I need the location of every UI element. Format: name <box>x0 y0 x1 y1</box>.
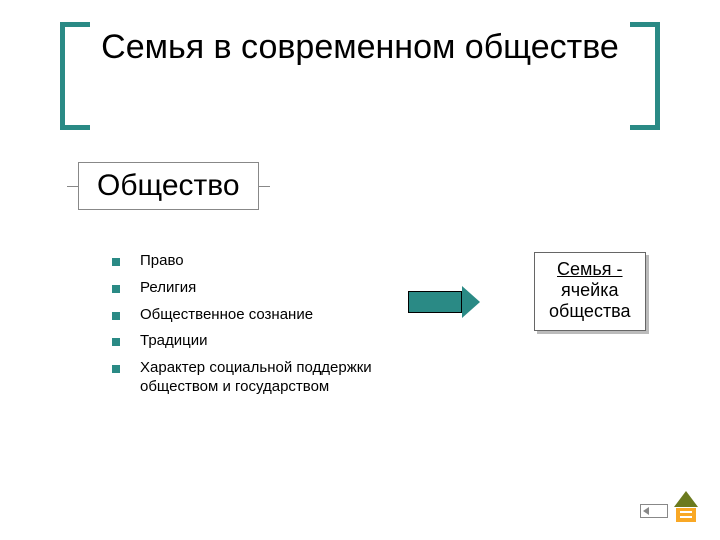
arrow-head-icon <box>462 286 480 318</box>
bullet-text: Характер социальной поддержки обществом … <box>140 359 382 397</box>
list-item: Традиции <box>112 332 382 351</box>
subtitle-box: Общество <box>78 162 259 210</box>
bullet-text: Религия <box>140 279 196 298</box>
home-base-icon <box>676 508 696 522</box>
family-line: общества <box>549 301 631 322</box>
bullet-text: Общественное сознание <box>140 306 313 325</box>
subtitle-text: Общество <box>97 169 240 202</box>
nav-prev-button[interactable] <box>640 504 668 518</box>
list-item: Право <box>112 252 382 271</box>
slide: Семья в современном обществе Общество Пр… <box>0 0 720 540</box>
family-box: Семья - ячейка общества <box>534 252 646 331</box>
bullet-square-icon <box>112 258 120 266</box>
nav-home-button[interactable] <box>672 494 700 522</box>
list-item: Характер социальной поддержки обществом … <box>112 359 382 397</box>
bullet-square-icon <box>112 312 120 320</box>
bullet-square-icon <box>112 338 120 346</box>
bullet-text: Право <box>140 252 184 271</box>
bullet-text: Традиции <box>140 332 208 351</box>
home-roof-icon <box>674 491 698 507</box>
nav-controls <box>640 494 700 522</box>
family-line: ячейка <box>549 280 631 301</box>
list-item: Религия <box>112 279 382 298</box>
bullet-list: Право Религия Общественное сознание Традици… <box>112 252 382 405</box>
bullet-square-icon <box>112 365 120 373</box>
arrow <box>408 286 480 318</box>
list-item: Общественное сознание <box>112 306 382 325</box>
bullet-square-icon <box>112 285 120 293</box>
family-line: Семья - <box>549 259 631 280</box>
page-title: Семья в современном обществе <box>0 28 720 67</box>
arrow-body <box>408 291 462 313</box>
